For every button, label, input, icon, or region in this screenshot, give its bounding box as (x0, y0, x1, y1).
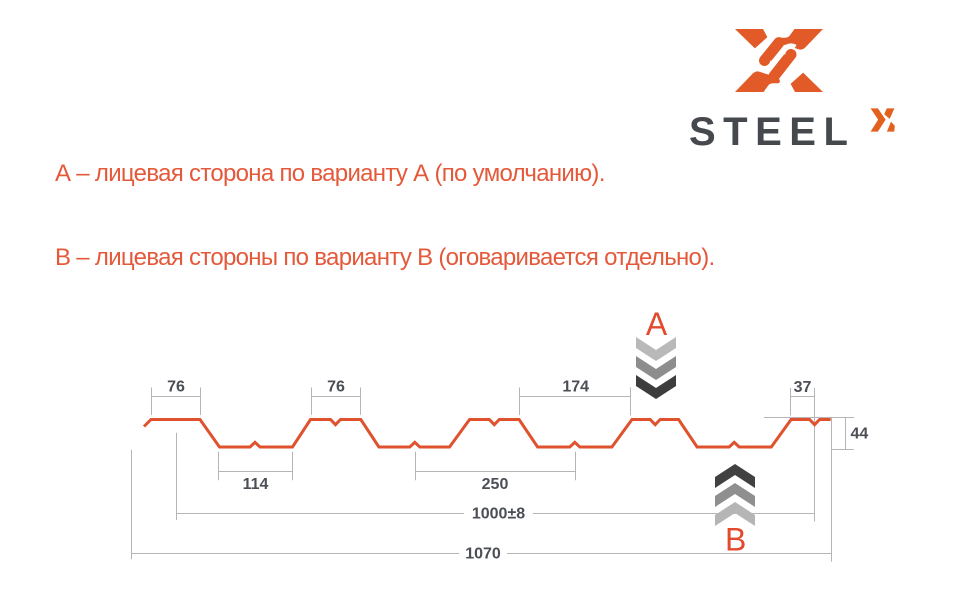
svg-text:1000±8: 1000±8 (472, 506, 525, 523)
svg-text:В – лицевая стороны по вариант: В – лицевая стороны по варианту В (огова… (55, 244, 714, 271)
svg-text:А – лицевая сторона по вариант: А – лицевая сторона по варианту А (по ум… (55, 160, 605, 187)
svg-text:А: А (646, 306, 668, 342)
svg-text:44: 44 (851, 426, 869, 443)
svg-text:37: 37 (794, 379, 812, 396)
svg-text:250: 250 (482, 476, 509, 493)
svg-text:114: 114 (243, 476, 269, 493)
svg-text:76: 76 (167, 379, 185, 396)
svg-text:174: 174 (562, 379, 589, 396)
svg-text:В: В (725, 522, 746, 558)
svg-text:1070: 1070 (465, 546, 501, 563)
svg-text:STEEL: STEEL (689, 110, 855, 154)
svg-text:76: 76 (327, 379, 345, 396)
